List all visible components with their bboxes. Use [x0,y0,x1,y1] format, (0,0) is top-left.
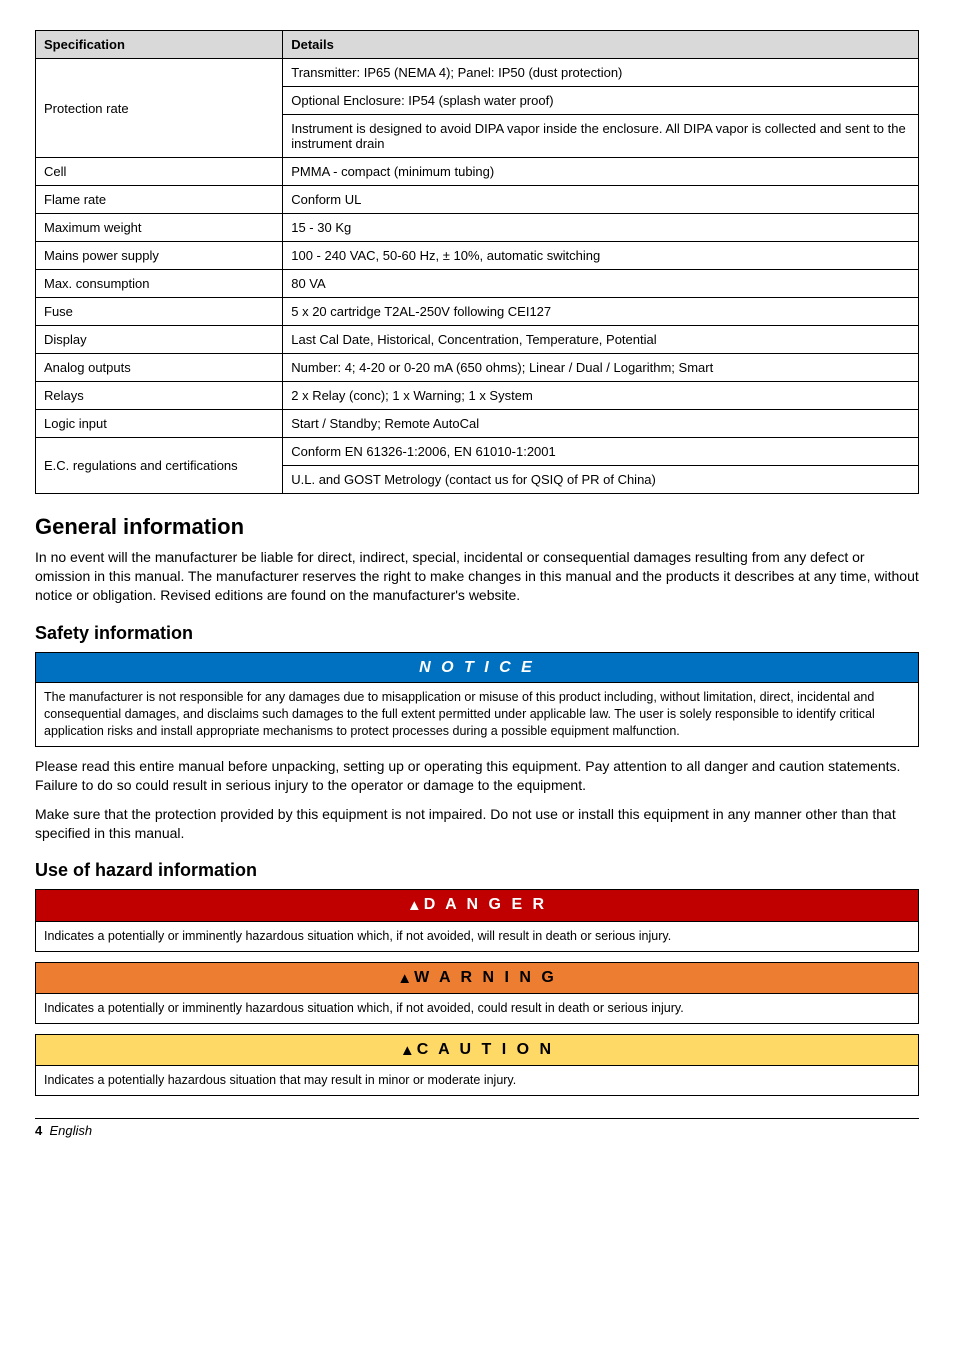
spec-label: Relays [36,382,283,410]
spec-detail: 80 VA [283,270,919,298]
safety-p1: Please read this entire manual before un… [35,757,919,795]
spec-label: Cell [36,158,283,186]
spec-label: Analog outputs [36,354,283,382]
spec-detail: Conform UL [283,186,919,214]
warning-triangle-icon: ▲ [407,896,422,916]
footer-language: English [49,1123,92,1138]
heading-general-information: General information [35,514,919,540]
safety-p2: Make sure that the protection provided b… [35,805,919,843]
caution-header: ▲C A U T I O N [36,1034,919,1065]
spec-detail: 2 x Relay (conc); 1 x Warning; 1 x Syste… [283,382,919,410]
spec-label: Flame rate [36,186,283,214]
spec-detail: Number: 4; 4-20 or 0-20 mA (650 ohms); L… [283,354,919,382]
warning-label: W A R N I N G [414,969,557,986]
spec-label: Logic input [36,410,283,438]
spec-detail: Instrument is designed to avoid DIPA vap… [283,115,919,158]
warning-box: ▲W A R N I N G Indicates a potentially o… [35,962,919,1024]
spec-header-details: Details [283,31,919,59]
spec-detail: U.L. and GOST Metrology (contact us for … [283,466,919,494]
notice-header: N O T I C E [36,652,919,683]
warning-triangle-icon: ▲ [400,1041,415,1061]
warning-triangle-icon: ▲ [397,969,412,989]
danger-box: ▲D A N G E R Indicates a potentially or … [35,889,919,951]
caution-box: ▲C A U T I O N Indicates a potentially h… [35,1034,919,1096]
danger-header: ▲D A N G E R [36,890,919,921]
caution-body: Indicates a potentially hazardous situat… [36,1065,919,1095]
spec-detail: 15 - 30 Kg [283,214,919,242]
spec-label: E.C. regulations and certifications [36,438,283,494]
page-footer: 4 English [35,1118,919,1138]
spec-header-specification: Specification [36,31,283,59]
spec-detail: Transmitter: IP65 (NEMA 4); Panel: IP50 … [283,59,919,87]
notice-box: N O T I C E The manufacturer is not resp… [35,652,919,747]
danger-label: D A N G E R [424,896,547,913]
spec-detail: Optional Enclosure: IP54 (splash water p… [283,87,919,115]
notice-body: The manufacturer is not responsible for … [36,683,919,747]
danger-body: Indicates a potentially or imminently ha… [36,921,919,951]
spec-detail: 100 - 240 VAC, 50-60 Hz, ± 10%, automati… [283,242,919,270]
spec-detail: Last Cal Date, Historical, Concentration… [283,326,919,354]
heading-use-of-hazard: Use of hazard information [35,860,919,881]
spec-label: Mains power supply [36,242,283,270]
spec-table: Specification Details Protection rate Tr… [35,30,919,494]
spec-label: Protection rate [36,59,283,158]
caution-label: C A U T I O N [417,1041,554,1058]
spec-label: Max. consumption [36,270,283,298]
spec-label: Maximum weight [36,214,283,242]
page-number: 4 [35,1123,42,1138]
spec-detail: Start / Standby; Remote AutoCal [283,410,919,438]
warning-body: Indicates a potentially or imminently ha… [36,993,919,1023]
spec-label: Fuse [36,298,283,326]
spec-label: Display [36,326,283,354]
heading-safety-information: Safety information [35,623,919,644]
general-body: In no event will the manufacturer be lia… [35,548,919,605]
spec-detail: 5 x 20 cartridge T2AL-250V following CEI… [283,298,919,326]
spec-detail: Conform EN 61326-1:2006, EN 61010-1:2001 [283,438,919,466]
warning-header: ▲W A R N I N G [36,962,919,993]
spec-detail: PMMA - compact (minimum tubing) [283,158,919,186]
